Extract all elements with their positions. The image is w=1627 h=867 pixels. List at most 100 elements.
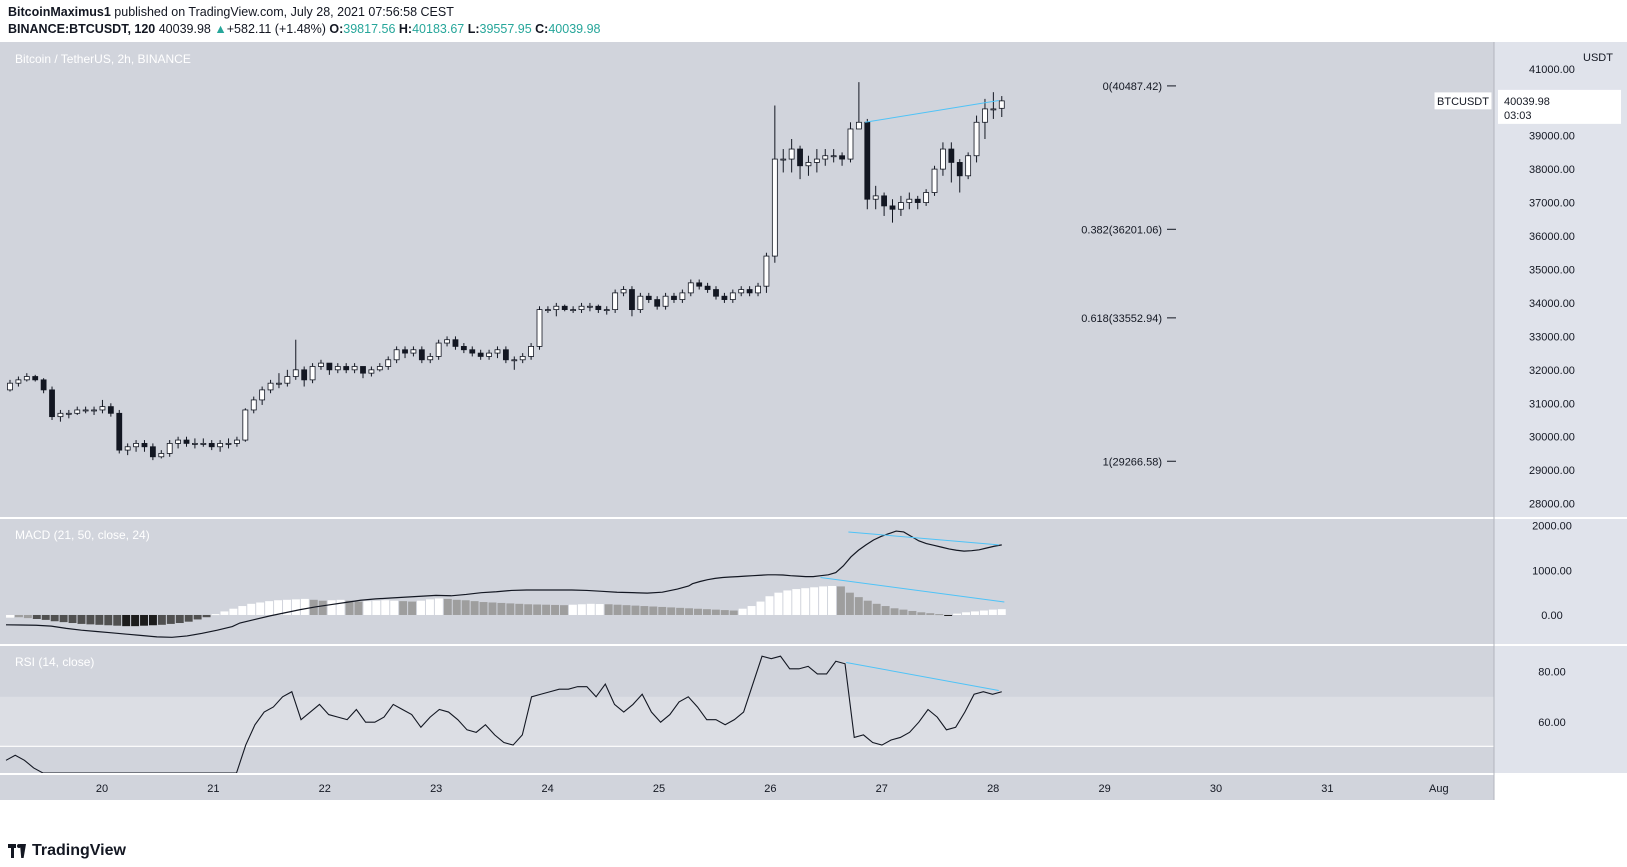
candle-body bbox=[368, 369, 375, 374]
macd-histogram-bar bbox=[738, 608, 747, 615]
time-tick-label: 25 bbox=[653, 783, 665, 795]
candle-body bbox=[301, 369, 308, 381]
macd-histogram-bar bbox=[229, 608, 238, 615]
time-tick-label: 27 bbox=[876, 783, 888, 795]
high-value: 40183.67 bbox=[412, 22, 465, 36]
price-axis-background bbox=[1494, 42, 1627, 800]
symbol-tag-label: BTCUSDT bbox=[1437, 96, 1489, 108]
candle-body bbox=[124, 446, 131, 451]
macd-histogram-bar bbox=[979, 610, 988, 615]
candle-body bbox=[637, 295, 644, 311]
price-tick-label: 35000.00 bbox=[1529, 264, 1575, 276]
author-name[interactable]: BitcoinMaximus1 bbox=[8, 5, 111, 19]
candle-body bbox=[561, 305, 568, 311]
macd-histogram-bar bbox=[148, 614, 157, 626]
macd-histogram-bar bbox=[586, 603, 595, 615]
candle-body bbox=[208, 443, 215, 448]
candle-body bbox=[410, 349, 417, 354]
rsi-pane-title: RSI (14, close) bbox=[15, 655, 94, 669]
macd-histogram-bar bbox=[988, 609, 997, 615]
candle-body bbox=[276, 382, 282, 385]
macd-histogram-bar bbox=[175, 614, 184, 624]
candle-body bbox=[965, 155, 972, 177]
candle-body bbox=[696, 282, 703, 287]
macd-histogram-bar bbox=[363, 601, 372, 615]
candle-body bbox=[839, 155, 845, 160]
candle-body bbox=[940, 148, 946, 170]
price-unit-label: USDT bbox=[1583, 52, 1613, 64]
candle-body bbox=[797, 148, 803, 167]
price-chart[interactable]: 0(40487.42) 0.382(36201.06) 0.618(33552.94… bbox=[0, 42, 1627, 834]
macd-histogram-bar bbox=[711, 609, 720, 615]
macd-trendline bbox=[820, 576, 1005, 603]
candle-body bbox=[343, 366, 350, 371]
open-label: O: bbox=[329, 22, 344, 36]
price-tick-label: 34000.00 bbox=[1529, 298, 1575, 310]
macd-histogram-bar bbox=[23, 614, 32, 619]
candle-body bbox=[755, 285, 761, 294]
candle-body bbox=[788, 148, 795, 160]
macd-histogram-bar bbox=[238, 606, 247, 615]
macd-histogram-bar bbox=[104, 614, 113, 626]
macd-histogram-bar bbox=[756, 601, 765, 615]
main-pane-title: Bitcoin / TetherUS, 2h, BINANCE bbox=[15, 52, 191, 66]
candle-body bbox=[15, 379, 22, 384]
macd-histogram-bar bbox=[220, 611, 229, 615]
candle-body bbox=[175, 439, 181, 444]
macd-histogram-bar bbox=[265, 601, 274, 615]
footer: TradingView bbox=[0, 834, 1627, 867]
candle-body bbox=[74, 409, 81, 414]
macd-histogram-bar bbox=[551, 604, 559, 615]
last-price-value: 40039.98 bbox=[1504, 96, 1550, 108]
candle-body bbox=[687, 282, 694, 294]
macd-histogram-bar bbox=[479, 602, 488, 615]
macd-histogram-bar bbox=[667, 607, 676, 615]
macd-histogram-bar bbox=[962, 612, 970, 615]
macd-histogram-bar bbox=[390, 600, 399, 615]
candle-body bbox=[385, 359, 392, 367]
macd-line bbox=[5, 530, 1002, 638]
fib-level-label: 1(29266.58) bbox=[1103, 456, 1162, 468]
macd-histogram-bar bbox=[434, 598, 443, 615]
macd-histogram-bar bbox=[345, 600, 354, 615]
low-value: 39557.95 bbox=[479, 22, 532, 36]
candle-body bbox=[578, 305, 585, 311]
macd-tick-label: 2000.00 bbox=[1532, 521, 1572, 533]
time-axis-background bbox=[0, 775, 1494, 800]
macd-histogram-bar bbox=[828, 585, 836, 615]
macd-histogram-bar bbox=[622, 605, 631, 615]
candle-body bbox=[267, 382, 274, 391]
macd-histogram-bar bbox=[59, 614, 68, 623]
macd-histogram-bar bbox=[568, 604, 577, 615]
macd-histogram-bar bbox=[202, 614, 211, 618]
macd-histogram-bar bbox=[765, 596, 774, 615]
macd-histogram-bar bbox=[32, 614, 41, 619]
macd-histogram-bar bbox=[774, 592, 783, 615]
fib-level-label: 0(40487.42) bbox=[1103, 81, 1162, 93]
macd-histogram-bar bbox=[801, 588, 810, 615]
macd-histogram-bar bbox=[649, 606, 658, 615]
main-pane-background bbox=[0, 42, 1494, 517]
price-trendline bbox=[865, 100, 999, 123]
candle-body bbox=[57, 412, 64, 418]
published-text: published on TradingView.com, July 28, 2… bbox=[114, 5, 454, 19]
time-tick-label: 30 bbox=[1210, 783, 1222, 795]
candle-body bbox=[326, 362, 333, 371]
tradingview-brand[interactable]: TradingView bbox=[8, 842, 126, 860]
macd-histogram-bar bbox=[318, 600, 327, 615]
candle-body bbox=[553, 305, 560, 311]
candle-body bbox=[982, 108, 988, 123]
axis-corner bbox=[1494, 775, 1627, 800]
macd-histogram-bar bbox=[524, 604, 533, 615]
candle-body bbox=[183, 439, 190, 444]
macd-histogram-bar bbox=[577, 604, 586, 615]
open-value: 39817.56 bbox=[343, 22, 396, 36]
candle-body bbox=[393, 349, 400, 361]
candle-body bbox=[654, 299, 661, 307]
candle-body bbox=[65, 412, 72, 415]
macd-histogram-bar bbox=[140, 614, 148, 626]
macd-histogram-bar bbox=[381, 600, 390, 615]
price-tick-label: 28000.00 bbox=[1529, 499, 1575, 511]
macd-trendline bbox=[848, 531, 999, 546]
fib-level-label: 0.618(33552.94) bbox=[1081, 313, 1162, 325]
